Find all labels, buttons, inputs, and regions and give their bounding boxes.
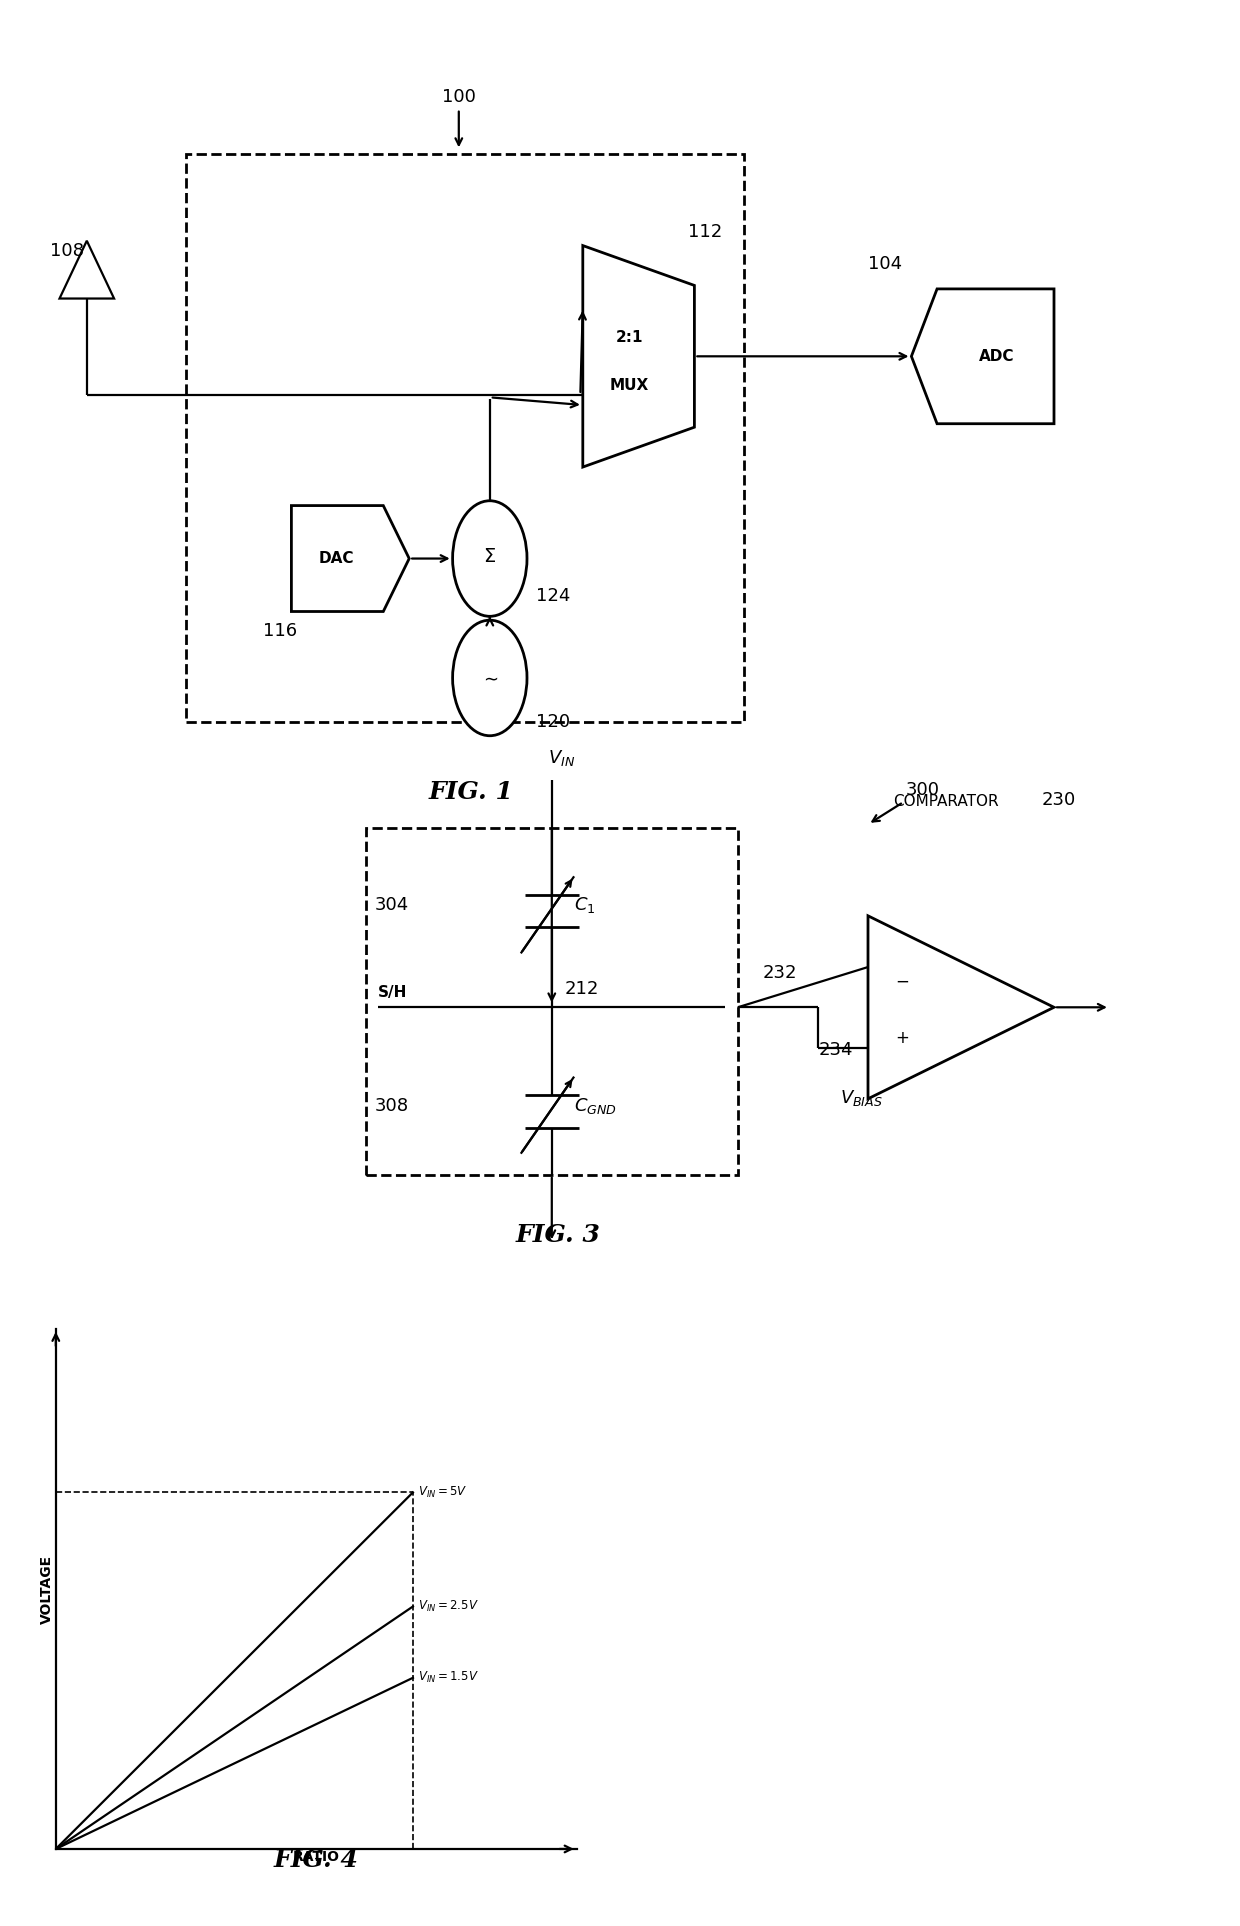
Polygon shape — [583, 245, 694, 466]
Text: $V_{IN}=2.5V$: $V_{IN}=2.5V$ — [418, 1599, 479, 1614]
Text: ADC: ADC — [980, 349, 1014, 364]
Polygon shape — [291, 507, 409, 612]
X-axis label: RATIO: RATIO — [293, 1851, 340, 1864]
Text: $\Sigma$: $\Sigma$ — [484, 547, 496, 566]
Text: 124: 124 — [536, 587, 570, 605]
Text: $C_{GND}$: $C_{GND}$ — [574, 1096, 618, 1115]
Circle shape — [453, 501, 527, 616]
Text: 100: 100 — [441, 89, 476, 144]
Text: S/H: S/H — [378, 984, 408, 1000]
Text: DAC: DAC — [319, 551, 353, 566]
Text: $-$: $-$ — [895, 971, 909, 990]
Text: 104: 104 — [868, 256, 903, 273]
Text: 308: 308 — [374, 1096, 409, 1115]
Text: $V_{IN}=1.5V$: $V_{IN}=1.5V$ — [418, 1670, 479, 1685]
Text: COMPARATOR: COMPARATOR — [893, 794, 998, 809]
Text: 300: 300 — [873, 782, 939, 822]
Text: 120: 120 — [536, 713, 570, 730]
Y-axis label: VOLTAGE: VOLTAGE — [41, 1554, 55, 1624]
Text: 116: 116 — [263, 622, 298, 639]
Polygon shape — [868, 917, 1054, 1098]
Text: 230: 230 — [1042, 792, 1076, 809]
Text: 2:1: 2:1 — [616, 329, 644, 345]
Text: FIG. 1: FIG. 1 — [429, 780, 513, 803]
Text: $+$: $+$ — [895, 1028, 909, 1048]
Text: 212: 212 — [564, 980, 599, 998]
Text: 112: 112 — [688, 223, 723, 241]
Text: FIG. 3: FIG. 3 — [516, 1223, 600, 1246]
Text: 108: 108 — [50, 243, 83, 260]
Text: $\sim$: $\sim$ — [480, 668, 500, 688]
Text: $V_{IN}$: $V_{IN}$ — [548, 749, 575, 768]
Circle shape — [453, 620, 527, 736]
Text: 234: 234 — [818, 1040, 853, 1059]
Text: FIG. 4: FIG. 4 — [274, 1849, 358, 1872]
Text: $C_1$: $C_1$ — [574, 896, 595, 915]
Text: MUX: MUX — [610, 377, 650, 393]
Text: 304: 304 — [374, 896, 409, 915]
Text: $V_{IN}=5V$: $V_{IN}=5V$ — [418, 1485, 467, 1500]
Polygon shape — [911, 289, 1054, 424]
Text: 232: 232 — [763, 965, 797, 982]
Text: $V_{BIAS}$: $V_{BIAS}$ — [841, 1088, 883, 1107]
